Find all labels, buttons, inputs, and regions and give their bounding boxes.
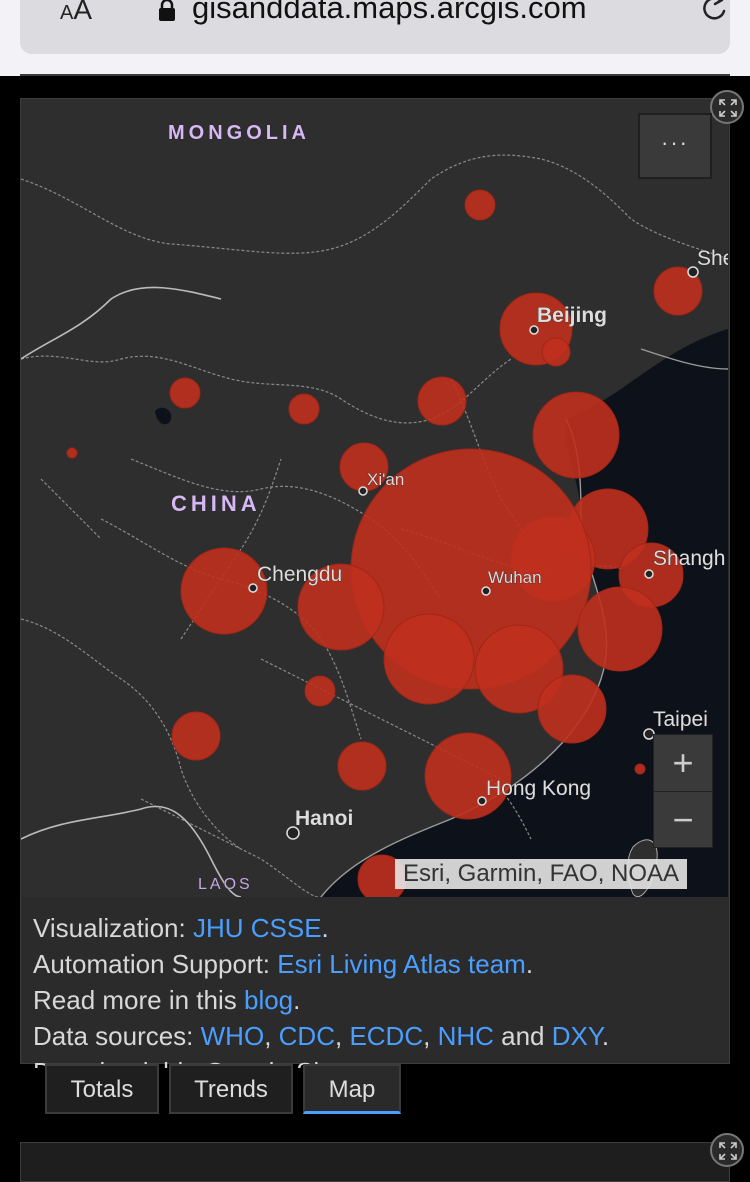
read-more-line: Read more in this blog. [33,982,723,1018]
label: Read more in this [33,985,244,1015]
cdc-link[interactable]: CDC [278,1021,335,1051]
info-text: Visualization: JHU CSSE. Automation Supp… [33,910,723,1068]
lock-icon [159,0,175,21]
case-bubble [474,624,564,714]
city-label: Hanoi [295,807,353,830]
case-bubble [66,447,78,459]
city-label: Beijing [537,304,607,327]
zoom-control: + − [653,734,713,848]
who-link[interactable]: WHO [200,1021,265,1051]
case-bubble [297,563,385,651]
map-canvas[interactable]: MONGOLIA CHINA LAOS Beijing Xi'an Chengd… [21,99,728,897]
case-bubble [424,732,512,820]
zoom-in-button[interactable]: + [654,735,712,792]
expand-icon[interactable] [710,1133,744,1167]
jhu-csse-link[interactable]: JHU CSSE [192,913,322,943]
city-label: Wuhan [488,568,542,587]
case-bubble [171,711,221,761]
ecdc-link[interactable]: ECDC [349,1021,424,1051]
city-label: Taipei [653,708,708,731]
city-dot [248,583,258,593]
expand-icon[interactable] [710,90,744,124]
punct: . [525,949,534,979]
city-dot [687,266,699,278]
nhc-link[interactable]: NHC [437,1021,494,1051]
punct: . [293,985,301,1015]
case-bubble [464,189,496,221]
map-attribution: Esri, Garmin, FAO, NOAA [395,859,688,889]
country-label: CHINA [171,491,261,516]
case-bubble [304,675,336,707]
city-dot [644,569,654,579]
case-bubble [577,586,663,672]
city-label: Hong Kong [486,777,591,800]
label: Visualization: [33,913,193,943]
text-size-button[interactable]: AA [60,0,93,25]
divider [20,74,730,76]
city-dot [481,586,491,596]
browser-toolbar: AA gisanddata.maps.arcgis.com [0,0,750,76]
city-dot [358,486,368,496]
case-bubble [653,266,703,316]
case-bubble [169,377,201,409]
city-dot [477,796,487,806]
case-bubble [288,393,320,425]
city-label: She [697,247,728,270]
next-panel [20,1142,730,1182]
case-bubble [417,376,467,426]
tab-map[interactable]: Map [303,1064,401,1114]
label: Data sources: [33,1021,201,1051]
punct: . [601,1021,610,1051]
country-label: LAOS [198,876,253,893]
tab-trends[interactable]: Trends [169,1064,293,1114]
city-label: Shangh [653,547,725,570]
city-dot [286,826,300,840]
country-label: MONGOLIA [168,122,310,144]
case-bubble [634,763,646,775]
map-view[interactable]: MONGOLIA CHINA LAOS Beijing Xi'an Chengd… [21,99,728,897]
esri-living-atlas-link[interactable]: Esri Living Atlas team [277,949,526,979]
city-label: Chengdu [257,563,342,586]
reload-icon[interactable] [698,0,732,26]
case-bubble [337,741,387,791]
truncated-line: Downloadable Google Sheets [33,1054,723,1068]
data-sources-line: Data sources: WHO, CDC, ECDC, NHC and DX… [33,1021,610,1051]
blog-link[interactable]: blog [243,985,294,1015]
label: and [493,1021,552,1051]
more-options-button[interactable]: ··· [638,113,712,179]
zoom-out-button[interactable]: − [672,799,694,840]
url-text[interactable]: gisanddata.maps.arcgis.com [192,0,587,25]
punct: . [321,913,329,943]
tab-totals[interactable]: Totals [45,1064,159,1114]
address-bar[interactable]: AA gisanddata.maps.arcgis.com [20,0,730,54]
automation-line: Automation Support: Esri Living Atlas te… [33,946,723,982]
case-bubble [541,337,571,367]
case-bubble [180,547,268,635]
city-label: Xi'an [367,470,404,489]
city-dot [529,325,539,335]
case-bubble [532,391,620,479]
case-bubble [537,674,607,744]
dxy-link[interactable]: DXY [551,1021,602,1051]
label: Automation Support: [33,949,278,979]
case-bubble [383,613,475,705]
visualization-line: Visualization: JHU CSSE. [33,910,723,946]
